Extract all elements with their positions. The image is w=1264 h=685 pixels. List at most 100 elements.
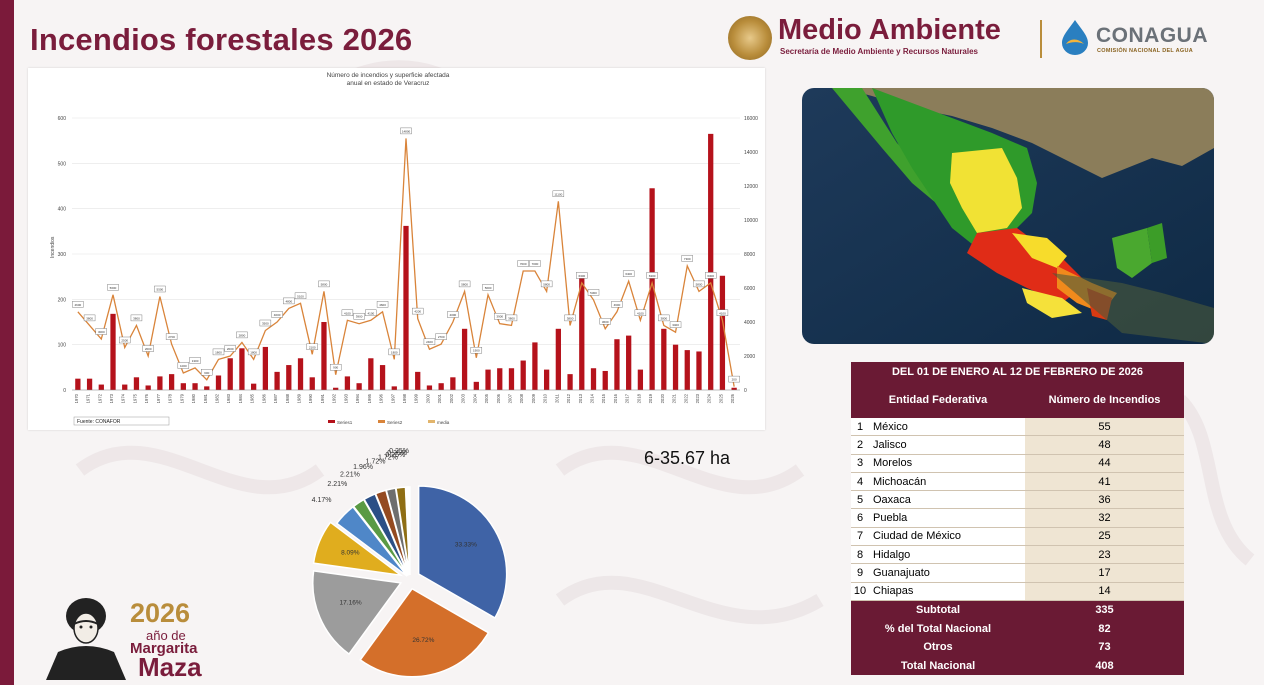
bar-1978 xyxy=(168,374,175,390)
x-tick-label: 1999 xyxy=(414,393,419,403)
svg-text:4200: 4200 xyxy=(414,310,421,314)
bar-1985 xyxy=(251,383,257,390)
line-data-label: 4000 xyxy=(271,311,283,318)
line-data-label: 1800 xyxy=(247,348,260,356)
pie-label: 0.25% xyxy=(385,452,405,459)
chart-axes: 0100200300400500600020004000600080001000… xyxy=(58,116,758,403)
row-state: Michoacán xyxy=(869,472,1025,492)
bar-1980 xyxy=(192,383,198,390)
svg-text:4600: 4600 xyxy=(75,303,82,307)
line-data-label: 14800 xyxy=(400,127,412,135)
fires-bar-line-chart: Número de incendios y superficie afectad… xyxy=(50,72,758,426)
footer-line2: Margarita xyxy=(130,640,198,657)
line-data-label: 3500 xyxy=(259,319,272,327)
row-value: 36 xyxy=(1025,490,1184,510)
svg-text:900: 900 xyxy=(333,366,338,370)
line-data-label: 200 xyxy=(728,375,740,383)
line-data-label: 5500 xyxy=(154,285,166,293)
y-tick-label: 600 xyxy=(58,116,67,122)
svg-text:7000: 7000 xyxy=(532,262,539,266)
row-state: México xyxy=(869,418,1025,437)
bar-1974 xyxy=(122,384,128,390)
x-tick-label: 1990 xyxy=(308,393,313,403)
pie-label: 1.96% xyxy=(353,464,373,471)
pie-label: 0.25% xyxy=(389,448,409,455)
bar-1996 xyxy=(379,365,386,390)
x-tick-label: 2019 xyxy=(648,393,653,403)
row-state: Hidalgo xyxy=(869,545,1025,565)
x-tick-label: 2025 xyxy=(718,393,723,403)
map-image xyxy=(802,88,1214,344)
legend-label: Series2 xyxy=(387,420,403,425)
x-tick-label: 2008 xyxy=(519,393,524,403)
y2-tick-label: 8000 xyxy=(744,252,755,258)
otros-label: Otros xyxy=(851,637,1025,657)
fires-by-state-table: DEL 01 DE ENERO AL 12 DE FEBRERO DE 2026… xyxy=(851,362,1184,675)
line-series2 xyxy=(77,138,735,387)
line-data-label: 4200 xyxy=(412,307,424,315)
bar-2022 xyxy=(684,350,690,390)
row-state: Oaxaca xyxy=(869,490,1025,510)
svg-text:2400: 2400 xyxy=(426,340,433,344)
row-rank: 5 xyxy=(851,490,869,510)
col-state-header: Entidad Federativa xyxy=(851,382,1025,418)
line-data-label: 5300 xyxy=(587,289,600,296)
bar-2007 xyxy=(508,368,515,390)
bar-1993 xyxy=(344,376,351,390)
line-data-label: 6300 xyxy=(705,272,717,279)
row-state: Jalisco xyxy=(869,435,1025,455)
x-tick-label: 2013 xyxy=(578,393,583,403)
x-tick-label: 1992 xyxy=(332,393,337,403)
svg-text:3800: 3800 xyxy=(86,316,93,320)
row-state: Ciudad de México xyxy=(869,527,1025,547)
svg-text:4600: 4600 xyxy=(614,303,621,307)
row-value: 55 xyxy=(1025,418,1184,437)
y2-tick-label: 6000 xyxy=(744,286,755,292)
row-value: 32 xyxy=(1025,508,1184,528)
col-count-header: Número de Incendios xyxy=(1025,382,1184,418)
y-tick-label: 400 xyxy=(58,207,67,213)
y2-tick-label: 0 xyxy=(744,388,747,394)
margarita-maza-portrait-icon xyxy=(46,598,126,680)
pie-slice-5 xyxy=(335,505,408,577)
bar-1987 xyxy=(274,371,280,390)
x-tick-label: 1985 xyxy=(250,393,255,403)
footer-line1: año de xyxy=(146,628,186,643)
bar-1999 xyxy=(415,371,421,390)
y2-tick-label: 14000 xyxy=(744,150,758,156)
svg-text:3900: 3900 xyxy=(356,315,363,319)
x-tick-label: 1970 xyxy=(74,393,79,403)
x-tick-label: 1984 xyxy=(238,393,243,403)
svg-text:3000: 3000 xyxy=(98,330,105,334)
bar-2012 xyxy=(567,374,573,390)
y2-tick-label: 10000 xyxy=(744,218,758,224)
bar-2023 xyxy=(696,351,702,390)
svg-text:200: 200 xyxy=(732,378,737,382)
line-data-label: 2000 xyxy=(142,345,154,352)
row-value: 17 xyxy=(1025,563,1184,583)
x-tick-label: 2024 xyxy=(707,393,712,403)
line-data-label: 1300 xyxy=(189,357,201,364)
pie-label: 26.72% xyxy=(412,637,434,644)
row-rank: 2 xyxy=(851,435,869,455)
svg-text:3400: 3400 xyxy=(672,323,679,327)
bar-2010 xyxy=(543,369,550,390)
line-data-label: 4100 xyxy=(716,309,729,317)
y2-tick-label: 2000 xyxy=(744,354,755,360)
bar-1976 xyxy=(145,385,151,390)
y-tick-label: 300 xyxy=(58,252,67,258)
conagua-drop-icon xyxy=(1062,20,1088,55)
line-data-label: 7000 xyxy=(529,260,541,267)
x-tick-label: 2007 xyxy=(507,393,512,403)
x-tick-label: 1971 xyxy=(86,393,91,403)
pie-label: 4.17% xyxy=(312,497,332,504)
row-state: Puebla xyxy=(869,508,1025,528)
x-tick-label: 2010 xyxy=(543,393,548,403)
svg-text:2000: 2000 xyxy=(227,347,234,351)
line-data-label: 1900 xyxy=(470,347,483,354)
row-rank: 6 xyxy=(851,508,869,528)
x-tick-label: 1994 xyxy=(355,393,360,403)
bar-1975 xyxy=(133,377,140,390)
x-tick-label: 1991 xyxy=(320,393,325,403)
line-data-label: 900 xyxy=(329,364,342,371)
